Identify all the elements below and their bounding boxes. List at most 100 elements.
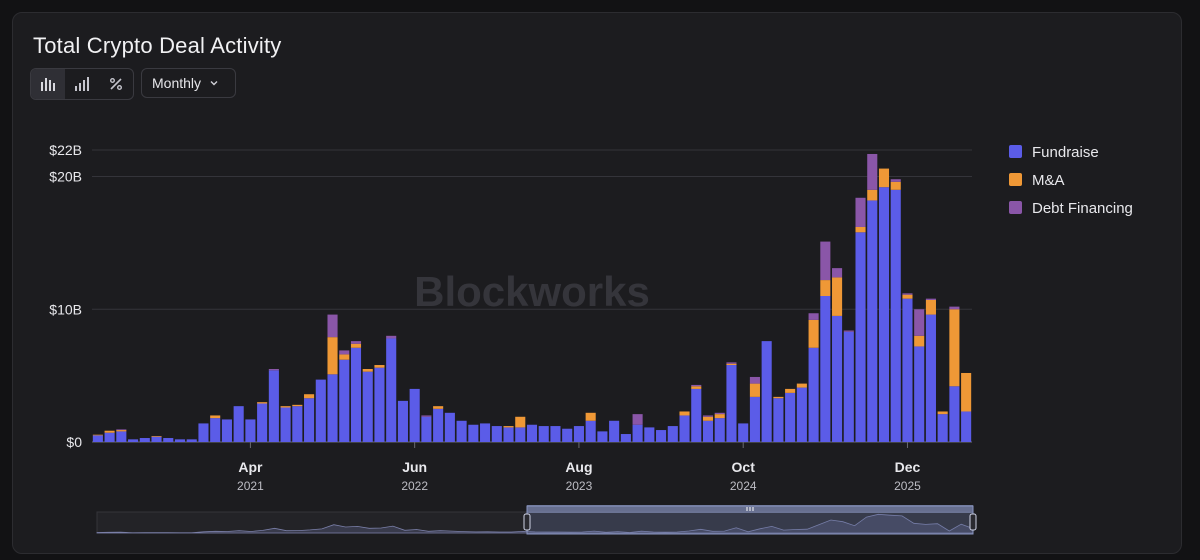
x-tick-month: Dec <box>895 459 921 475</box>
bar-fundraise <box>233 406 244 442</box>
chevron-down-icon <box>210 81 218 86</box>
bar-m-a <box>92 434 103 436</box>
bar-m-a <box>902 294 913 299</box>
bar-fundraise <box>620 434 631 442</box>
y-tick-label: $10B <box>49 301 82 317</box>
bar-m-a <box>773 396 784 399</box>
bar-fundraise <box>785 392 796 442</box>
navigator-handle <box>523 513 531 531</box>
y-tick-label: $22B <box>49 142 82 158</box>
bar-fundraise <box>163 438 174 442</box>
bar-fundraise <box>186 439 197 442</box>
watermark-text: Blockworks <box>414 268 650 315</box>
legend-label: Debt Financing <box>1032 200 1133 217</box>
bar-fundraise <box>92 435 103 442</box>
bar-fundraise <box>679 415 690 442</box>
bar-fundraise <box>350 347 362 442</box>
bar-fundraise <box>867 200 878 442</box>
bar-fundraise <box>116 431 127 442</box>
x-tick-month: Jun <box>402 459 427 475</box>
bar-m-a <box>878 168 890 188</box>
bar-m-a <box>714 414 725 419</box>
bar-fundraise <box>198 423 209 442</box>
bar-fundraise <box>280 407 291 442</box>
bar-m-a <box>949 309 960 387</box>
bar-debt-financing <box>843 330 854 332</box>
bar-fundraise <box>444 412 455 442</box>
bar-fundraise <box>644 427 655 442</box>
bar-debt-financing <box>386 335 397 339</box>
bar-fundraise <box>820 296 831 442</box>
x-tick-year: 2022 <box>401 479 428 493</box>
bar-fundraise <box>738 423 749 442</box>
grouped-bars-view-button[interactable] <box>65 69 99 99</box>
navigator-handle <box>969 513 977 531</box>
bar-debt-financing <box>867 153 878 190</box>
bar-m-a <box>832 277 843 316</box>
bar-fundraise <box>339 359 350 442</box>
bar-fundraise <box>961 411 972 442</box>
percent-view-button[interactable] <box>99 69 133 99</box>
bar-fundraise <box>139 438 150 442</box>
bar-m-a <box>820 280 831 296</box>
bar-fundraise <box>855 232 866 442</box>
bar-fundraise <box>468 424 479 442</box>
bar-fundraise <box>174 439 186 442</box>
bar-m-a <box>515 416 526 428</box>
bar-fundraise <box>526 424 538 442</box>
bar-fundraise <box>761 341 772 442</box>
bar-fundraise <box>515 427 526 442</box>
interval-select-value: Monthly <box>152 75 202 91</box>
bar-fundraise <box>702 420 714 442</box>
bar-fundraise <box>268 370 279 442</box>
bar-m-a <box>808 319 819 348</box>
bar-fundraise <box>503 427 514 442</box>
bar-fundraise <box>128 439 139 442</box>
bar-debt-financing <box>726 362 737 364</box>
bar-fundraise <box>210 418 221 442</box>
bar-debt-financing <box>749 376 760 384</box>
bar-debt-financing <box>702 415 714 417</box>
navigator-area <box>96 513 974 534</box>
stacked-bars-view-button[interactable] <box>31 69 65 99</box>
bar-m-a <box>350 343 362 348</box>
interval-select[interactable]: Monthly <box>141 68 236 98</box>
bar-m-a <box>503 426 514 428</box>
bar-m-a <box>327 337 338 375</box>
y-tick-label: $0 <box>66 434 82 450</box>
chart-card: Total Crypto Deal Activity <box>12 12 1182 554</box>
legend-swatch <box>1009 173 1022 186</box>
range-navigator[interactable] <box>96 505 977 535</box>
legend-label: Fundraise <box>1032 144 1099 161</box>
bar-m-a <box>925 299 936 315</box>
bar-fundraise <box>386 338 397 442</box>
bar-fundraise <box>104 432 115 442</box>
bar-m-a <box>304 394 315 399</box>
bar-fundraise <box>304 398 315 442</box>
bar-debt-financing <box>808 313 819 320</box>
bar-debt-financing <box>339 350 350 355</box>
bar-debt-financing <box>116 429 127 431</box>
bar-m-a <box>151 436 162 437</box>
bar-fundraise <box>245 419 256 442</box>
bar-m-a <box>280 406 291 408</box>
bar-debt-financing <box>902 293 913 295</box>
bar-fundraise <box>949 386 960 442</box>
bar-debt-financing <box>890 179 901 182</box>
bar-m-a <box>855 226 866 233</box>
bar-m-a <box>785 388 796 393</box>
bar-m-a <box>433 406 444 409</box>
page-title: Total Crypto Deal Activity <box>33 33 282 58</box>
bar-fundraise <box>480 423 491 442</box>
bar-debt-financing <box>421 415 432 417</box>
bar-fundraise <box>550 426 561 442</box>
bar-fundraise <box>597 431 608 442</box>
bar-debt-financing <box>268 369 279 371</box>
bar-debt-financing <box>914 309 925 336</box>
bar-fundraise <box>151 436 162 442</box>
legend-swatch <box>1009 145 1022 158</box>
bar-m-a <box>961 372 972 412</box>
bar-fundraise <box>362 371 373 442</box>
bar-fundraise <box>257 403 268 442</box>
